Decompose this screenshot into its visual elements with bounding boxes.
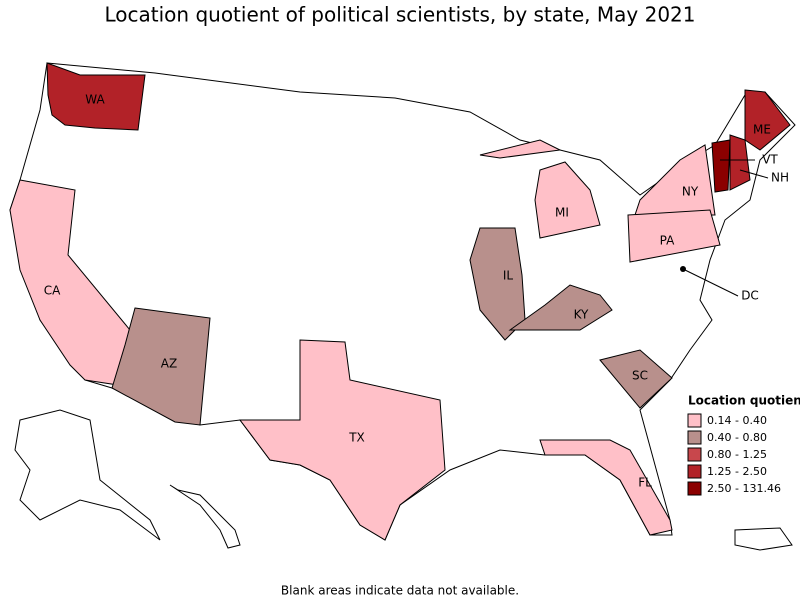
state-label: KY: [574, 308, 589, 322]
state: [508, 284, 613, 331]
state-labels: WA ME VT NH NY MI PA IL KY CA AZ TX SC FL DC: [44, 93, 789, 490]
state-label: NY: [682, 185, 699, 199]
map-title: Location quotient of political scientist…: [105, 3, 696, 27]
state-label: NH: [771, 171, 789, 185]
footnote: Blank areas indicate data not available.: [281, 584, 519, 598]
state: [711, 139, 731, 193]
state-label: ME: [753, 123, 771, 137]
state: [479, 139, 562, 159]
state: [627, 209, 721, 263]
legend-swatch: [687, 447, 702, 462]
state: [239, 339, 446, 541]
state: [729, 134, 751, 191]
legend-label: 0.14 - 0.40: [707, 414, 767, 427]
state-label: SC: [632, 369, 648, 383]
states: [9, 62, 791, 541]
state-label: IL: [503, 269, 514, 283]
puerto-rico: [734, 527, 793, 551]
state-label: FL: [638, 476, 652, 490]
legend-label: 2.50 - 131.46: [707, 482, 781, 495]
contiguous-us: [9, 62, 796, 541]
state: [46, 62, 146, 131]
state-label: PA: [660, 234, 675, 248]
state-label: AZ: [161, 357, 177, 371]
state: [111, 307, 211, 426]
state: [9, 179, 131, 386]
state-label: MI: [555, 206, 569, 220]
state-label: DC: [741, 289, 759, 303]
state: [534, 161, 601, 239]
legend-label: 0.80 - 1.25: [707, 448, 767, 461]
state-label: TX: [348, 431, 365, 445]
alaska: [14, 409, 161, 541]
leader-line: [739, 169, 769, 179]
legend-swatch: [687, 413, 702, 428]
state: [599, 349, 673, 409]
state-label: VT: [762, 153, 778, 167]
base-map: [9, 62, 796, 551]
legend: 0.14 - 0.40 0.40 - 0.80 0.80 - 1.25 1.25 - …: [687, 413, 781, 496]
legend-swatch: [687, 464, 702, 479]
legend-label: 0.40 - 0.80: [707, 431, 767, 444]
state: [744, 89, 791, 151]
legend-swatch: [687, 430, 702, 445]
state-label: CA: [44, 284, 61, 298]
legend-label: 1.25 - 2.50: [707, 465, 767, 478]
state: [634, 144, 716, 216]
legend-swatch: [687, 481, 702, 496]
hawaii: [169, 484, 241, 549]
state: [539, 439, 673, 536]
state-label: WA: [85, 93, 105, 107]
leader-line: [682, 268, 739, 297]
legend-title: Location quotient: [688, 394, 800, 408]
